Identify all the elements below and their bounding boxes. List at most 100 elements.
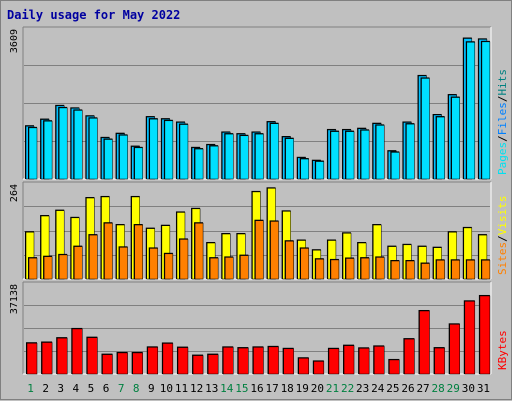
- bar-files-31: [481, 41, 491, 180]
- day-label-31: 31: [477, 382, 490, 395]
- day-label-8: 8: [133, 382, 140, 395]
- bar-sites-10: [164, 253, 174, 280]
- bar-sites-13: [209, 257, 219, 280]
- day-label-2: 2: [42, 382, 49, 395]
- bar-files-17: [270, 123, 279, 180]
- bar-kbytes-17: [268, 346, 279, 375]
- chart-title: Daily usage for May 2022: [7, 8, 180, 22]
- bar-kbytes-15: [238, 347, 249, 375]
- bar-files-14: [225, 133, 234, 180]
- bar-files-12: [194, 148, 204, 180]
- bar-files-30: [466, 42, 476, 180]
- bar-files-23: [360, 130, 370, 180]
- bar-sites-29: [451, 260, 460, 280]
- legend-visits: Sites/Visits: [496, 196, 509, 276]
- bar-files-10: [164, 120, 174, 180]
- day-label-28: 28: [432, 382, 445, 395]
- day-label-3: 3: [57, 382, 64, 395]
- legend-kbytes-part-0: KBytes: [496, 330, 509, 370]
- bar-kbytes-14: [223, 347, 234, 375]
- day-label-24: 24: [371, 382, 385, 395]
- bar-kbytes-9: [147, 347, 159, 375]
- bar-sites-25: [391, 260, 400, 280]
- ymax-label-kbytes: 37138: [9, 284, 20, 314]
- bar-sites-11: [179, 239, 189, 280]
- bar-files-6: [104, 139, 113, 180]
- day-label-21: 21: [326, 382, 339, 395]
- bar-sites-1: [28, 257, 38, 280]
- bar-sites-18: [285, 240, 294, 280]
- bar-kbytes-19: [298, 357, 309, 375]
- bar-sites-15: [240, 255, 249, 280]
- bar-files-3: [58, 107, 68, 180]
- bar-files-9: [149, 118, 159, 180]
- bar-sites-31: [481, 260, 491, 280]
- bar-files-20: [315, 161, 325, 180]
- bar-kbytes-6: [102, 354, 113, 375]
- day-label-23: 23: [356, 382, 369, 395]
- day-label-26: 26: [401, 382, 414, 395]
- bar-kbytes-24: [373, 346, 385, 375]
- ymax-label-hits: 3609: [9, 29, 20, 53]
- bar-kbytes-27: [419, 310, 430, 375]
- bar-files-19: [300, 158, 309, 180]
- bar-kbytes-22: [343, 345, 355, 375]
- bar-sites-6: [104, 222, 113, 280]
- bar-kbytes-12: [192, 355, 204, 375]
- bar-sites-27: [421, 263, 430, 280]
- bar-kbytes-1: [26, 342, 38, 375]
- bar-kbytes-18: [283, 348, 294, 375]
- bar-files-5: [89, 118, 98, 180]
- bar-kbytes-31: [479, 295, 491, 375]
- legend-hits-part-4: Hits: [496, 69, 509, 96]
- legend-hits-part-2: Files: [496, 102, 509, 135]
- bar-sites-24: [375, 257, 385, 280]
- bar-kbytes-30: [464, 301, 476, 375]
- day-label-1: 1: [27, 382, 34, 395]
- legend-hits: Pages/Files/Hits: [496, 69, 509, 175]
- legend-hits-part-1: /: [496, 135, 509, 142]
- day-label-19: 19: [296, 382, 309, 395]
- bar-kbytes-10: [162, 343, 174, 375]
- bar-sites-23: [360, 257, 370, 280]
- bar-files-2: [43, 120, 53, 180]
- bar-sites-3: [58, 254, 68, 280]
- bar-sites-5: [89, 234, 98, 280]
- bar-files-18: [285, 138, 294, 180]
- bar-sites-17: [270, 221, 279, 280]
- bar-sites-21: [330, 259, 340, 280]
- bar-sites-4: [74, 246, 83, 280]
- bar-files-1: [28, 127, 38, 180]
- day-label-12: 12: [190, 382, 203, 395]
- bar-kbytes-3: [56, 337, 68, 375]
- day-label-27: 27: [416, 382, 429, 395]
- day-label-25: 25: [386, 382, 399, 395]
- bar-files-29: [451, 97, 460, 180]
- ymax-label-visits: 264: [9, 184, 20, 202]
- bar-files-7: [119, 135, 128, 180]
- bar-sites-19: [300, 248, 309, 280]
- bar-files-25: [391, 152, 400, 180]
- day-label-18: 18: [281, 382, 294, 395]
- bar-sites-16: [255, 220, 264, 280]
- day-label-29: 29: [447, 382, 460, 395]
- bar-files-26: [406, 123, 415, 180]
- day-label-30: 30: [462, 382, 475, 395]
- legend-hits-part-3: /: [496, 96, 509, 103]
- day-label-15: 15: [235, 382, 248, 395]
- bar-kbytes-21: [328, 348, 340, 375]
- bar-kbytes-16: [253, 347, 264, 375]
- bar-files-27: [421, 78, 430, 180]
- day-label-9: 9: [148, 382, 155, 395]
- day-label-14: 14: [220, 382, 234, 395]
- legend-visits-part-0: Sites: [496, 242, 509, 275]
- bar-sites-26: [406, 260, 415, 280]
- bar-files-4: [74, 110, 83, 180]
- bar-sites-22: [345, 258, 355, 280]
- bar-kbytes-29: [449, 324, 460, 375]
- bar-kbytes-20: [313, 361, 325, 375]
- bar-files-15: [240, 135, 249, 180]
- legend-visits-part-1: /: [496, 235, 509, 242]
